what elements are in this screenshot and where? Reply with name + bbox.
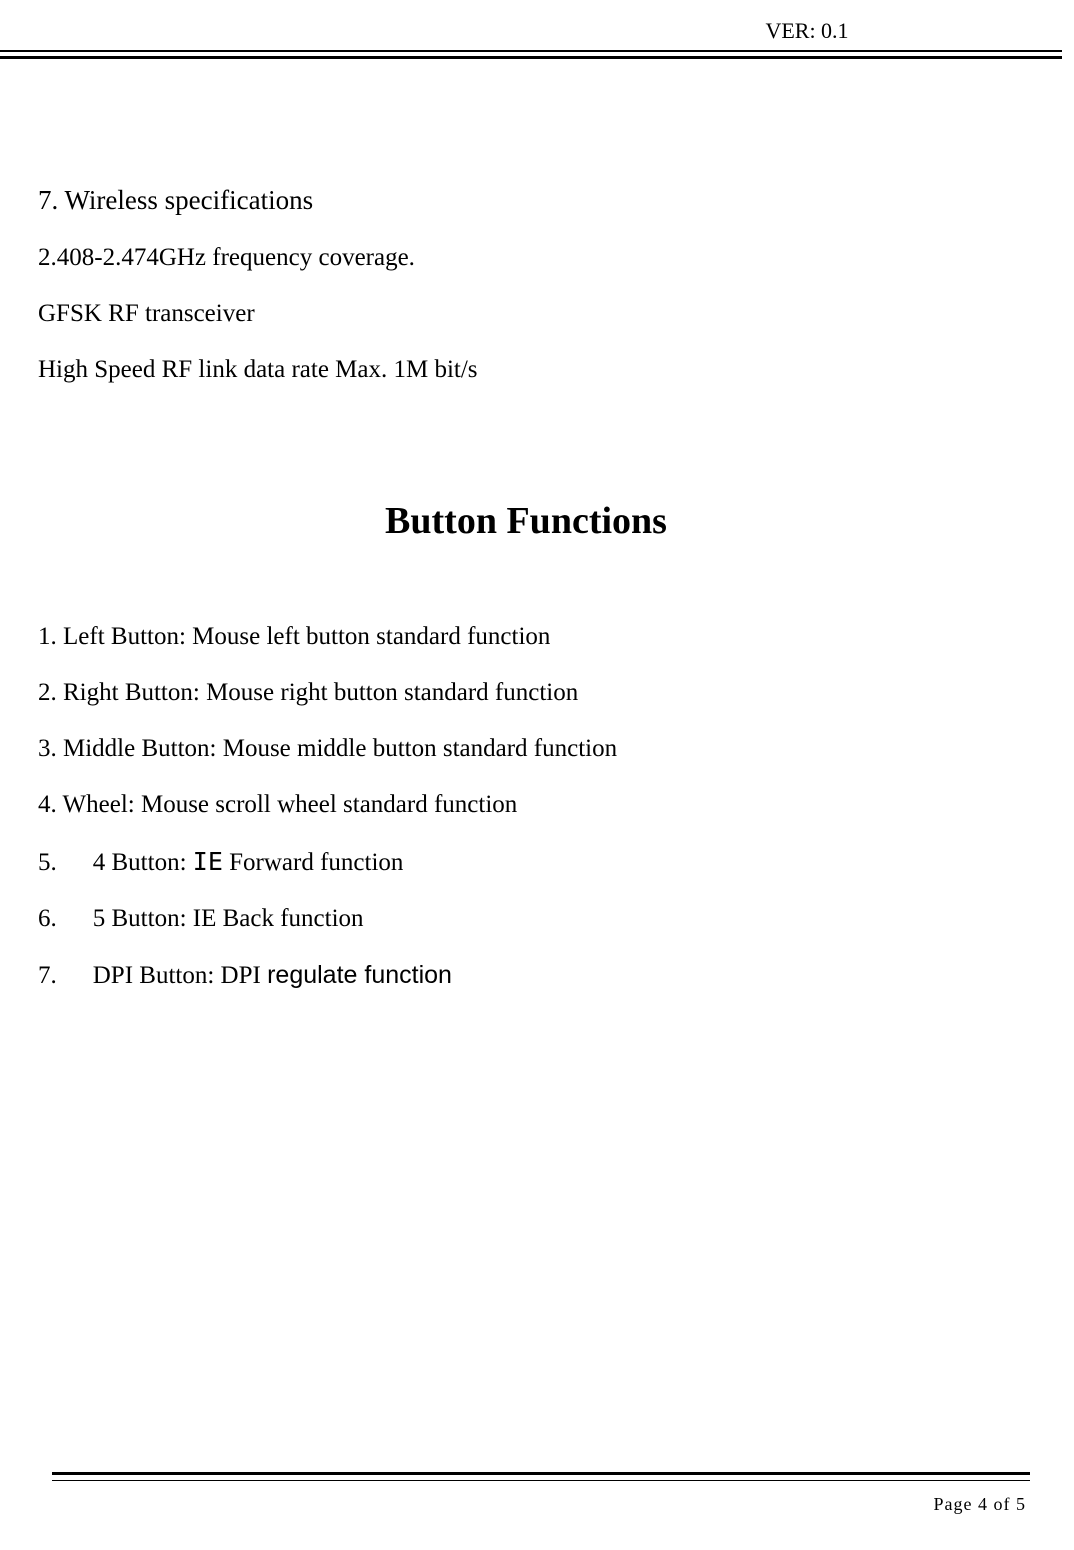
page-header: VER: 0.1 xyxy=(0,0,1074,44)
page-content: 7. Wireless specifications 2.408-2.474GH… xyxy=(38,185,1014,1018)
function-6-num: 6. xyxy=(38,905,57,932)
section-7-heading: 7. Wireless specifications xyxy=(38,185,1014,216)
function-4: 4. Wheel: Mouse scroll wheel standard fu… xyxy=(38,791,1014,819)
version-text: VER: 0.1 xyxy=(765,18,848,43)
function-6-text: 5 Button: IE Back function xyxy=(93,905,364,932)
function-5-ie: IE xyxy=(193,847,223,876)
footer-rule-thick xyxy=(52,1472,1030,1475)
function-7-num: 7. xyxy=(38,962,57,989)
page-number: Page 4 of 5 xyxy=(934,1494,1026,1515)
button-functions-title: Button Functions xyxy=(38,499,1014,543)
function-1: 1. Left Button: Mouse left button standa… xyxy=(38,623,1014,651)
spec-data-rate: High Speed RF link data rate Max. 1M bit… xyxy=(38,356,1014,384)
header-rule-thick xyxy=(0,56,1062,59)
header-rule-thin xyxy=(0,50,1062,52)
function-5-text-b: Forward function xyxy=(229,849,403,876)
function-5-text-a: 4 Button: xyxy=(93,849,187,876)
function-5-num: 5. xyxy=(38,849,57,876)
spec-frequency: 2.408-2.474GHz frequency coverage. xyxy=(38,244,1014,272)
function-2: 2. Right Button: Mouse right button stan… xyxy=(38,679,1014,707)
function-6: 6. 5 Button: IE Back function xyxy=(38,905,1014,933)
spec-transceiver: GFSK RF transceiver xyxy=(38,300,1014,328)
footer-rule-thin xyxy=(52,1480,1030,1482)
function-5: 5. 4 Button: IE Forward function xyxy=(38,847,1014,877)
function-7: 7. DPI Button: DPI regulate function xyxy=(38,961,1014,990)
function-3: 3. Middle Button: Mouse middle button st… xyxy=(38,735,1014,763)
function-7-text-b: regulate function xyxy=(267,961,452,989)
function-7-text-a: DPI Button: DPI xyxy=(93,962,261,989)
